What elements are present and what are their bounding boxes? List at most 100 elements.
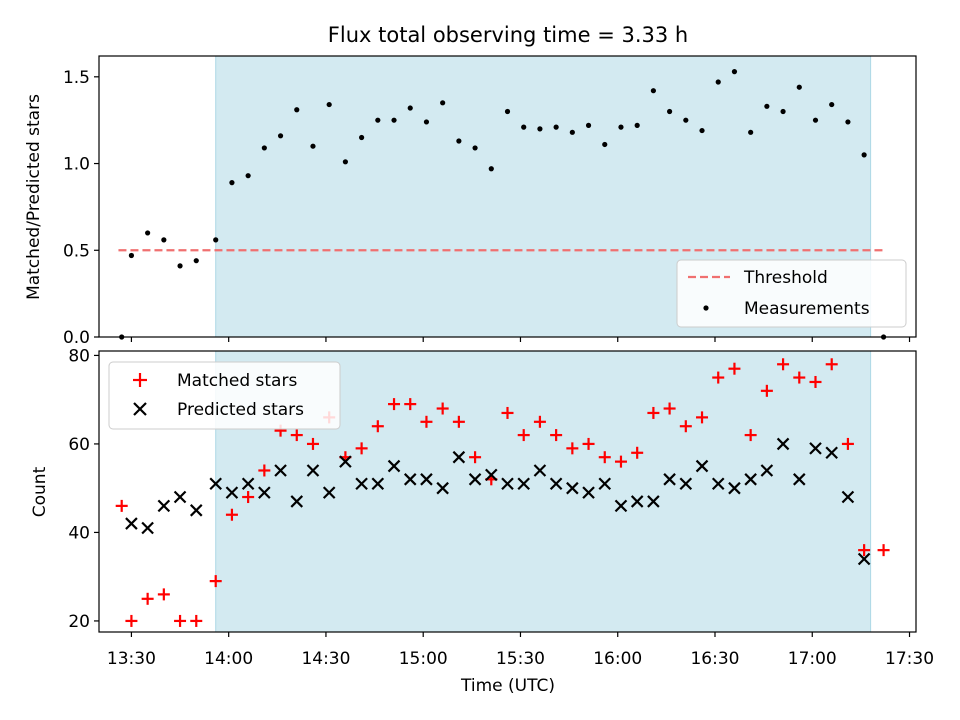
measurement-point xyxy=(667,108,673,115)
measurement-point xyxy=(456,138,462,144)
predicted-star-point xyxy=(306,464,320,477)
matched-star-point xyxy=(679,420,692,433)
predicted-star-point xyxy=(189,504,203,517)
x-axis-label: Time (UTC) xyxy=(460,676,555,696)
predicted-star-point xyxy=(809,442,822,455)
measurement-point xyxy=(861,152,867,158)
matched-star-point xyxy=(436,402,449,415)
matched-star-point xyxy=(157,588,170,601)
predicted-star-point xyxy=(614,499,628,513)
bottom-legend-box xyxy=(108,361,341,430)
measurement-point xyxy=(764,103,770,109)
matched-star-point xyxy=(793,371,806,384)
matched-star-point xyxy=(306,437,319,450)
predicted-star-point xyxy=(339,455,352,468)
top-legend-box xyxy=(676,259,907,328)
predicted-star-point xyxy=(371,477,385,491)
measurement-point xyxy=(245,173,251,179)
predicted-star-point xyxy=(533,464,547,477)
measurement-point xyxy=(569,129,575,135)
legend-predicted-swatch xyxy=(133,402,147,416)
measurement-point xyxy=(845,119,851,125)
top-legend: Threshold Measurements xyxy=(676,259,907,328)
predicted-star-point xyxy=(711,477,725,491)
matched-star-point xyxy=(533,415,546,428)
predicted-star-point xyxy=(630,495,644,508)
x-tick-label: 13:30 xyxy=(107,649,156,669)
predicted-star-point xyxy=(173,490,187,504)
predicted-star-point xyxy=(582,486,595,499)
measurement-point xyxy=(423,119,430,125)
top-y-axis-label: Matched/Predicted stars xyxy=(24,94,44,300)
matched-star-point xyxy=(877,544,890,557)
matched-star-point xyxy=(388,398,401,411)
predicted-star-point xyxy=(468,473,482,486)
predicted-star-point xyxy=(403,473,417,486)
x-tick-label: 14:30 xyxy=(301,649,350,669)
predicted-star-point xyxy=(679,477,693,491)
bottom-y-tick-label: 80 xyxy=(68,346,90,366)
measurement-point xyxy=(812,117,819,123)
bottom-y-tick-label: 60 xyxy=(68,435,90,455)
predicted-star-point xyxy=(598,477,612,491)
predicted-star-point xyxy=(663,473,676,486)
predicted-star-point xyxy=(485,468,498,482)
chart-title: Flux total observing time = 3.33 h xyxy=(328,23,688,47)
top-y-tick-label: 0.0 xyxy=(63,328,90,348)
matched-star-point xyxy=(728,362,741,375)
predicted-star-point xyxy=(857,552,871,566)
matched-star-point xyxy=(225,508,238,521)
matched-star-point xyxy=(452,415,465,428)
measurement-point xyxy=(177,263,183,269)
measurement-point xyxy=(634,122,640,128)
matched-star-point xyxy=(355,442,368,455)
legend-measurements-swatch xyxy=(703,305,709,311)
matched-star-point xyxy=(598,451,611,464)
bottom-y-tick-label: 40 xyxy=(68,523,90,543)
matched-star-point xyxy=(242,491,255,504)
predicted-star-point xyxy=(452,450,466,464)
predicted-star-point xyxy=(241,477,255,491)
matched-star-point xyxy=(190,614,203,627)
measurement-point xyxy=(294,107,300,113)
measurement-point xyxy=(748,129,754,135)
top-y-tick-label: 0.5 xyxy=(63,241,90,261)
matched-star-point xyxy=(760,384,773,397)
matched-star-point xyxy=(290,429,303,442)
predicted-star-point xyxy=(760,464,774,477)
matched-star-point xyxy=(858,544,871,557)
top-y-tick-label: 1.0 xyxy=(63,155,90,175)
top-x-ticks xyxy=(130,337,911,342)
predicted-star-point xyxy=(290,495,304,508)
measurement-point xyxy=(715,79,721,85)
predicted-star-point xyxy=(825,446,838,460)
predicted-star-point xyxy=(517,477,530,491)
matched-star-point xyxy=(647,406,660,419)
measurement-point xyxy=(440,100,446,106)
legend-threshold-label: Threshold xyxy=(743,268,828,288)
measurement-point xyxy=(731,69,738,75)
measurement-point xyxy=(310,143,316,149)
matched-star-point xyxy=(404,398,417,411)
matched-star-point xyxy=(696,411,709,424)
measurement-point xyxy=(618,124,624,130)
predicted-star-point xyxy=(274,464,287,477)
predicted-star-point xyxy=(225,486,239,499)
measurement-point xyxy=(699,127,705,134)
matched-star-point xyxy=(258,464,271,477)
x-tick-label: 17:00 xyxy=(788,649,837,669)
matched-star-point xyxy=(744,429,757,442)
predicted-star-point xyxy=(355,477,368,491)
measurement-point xyxy=(521,124,527,130)
legend-measurements-label: Measurements xyxy=(744,299,870,319)
matched-star-point xyxy=(371,420,384,433)
predicted-star-point xyxy=(436,481,449,495)
predicted-star-point xyxy=(501,477,514,491)
predicted-star-point xyxy=(776,437,790,451)
matched-star-point xyxy=(841,437,854,450)
x-tick-label: 16:00 xyxy=(593,649,642,669)
measurement-point xyxy=(796,84,802,90)
matched-star-point xyxy=(825,358,838,371)
